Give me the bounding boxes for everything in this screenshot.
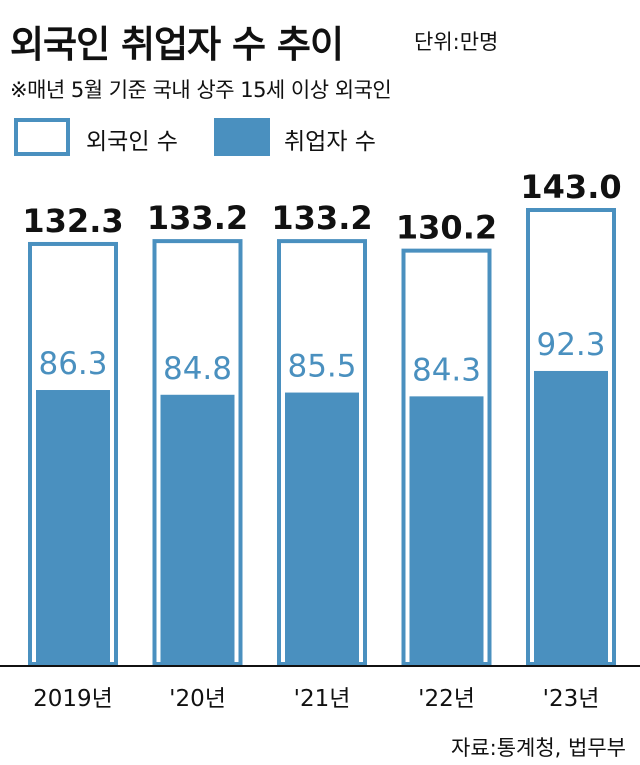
value-label-employed: 92.3 xyxy=(536,327,605,363)
value-label-foreigners: 133.2 xyxy=(147,199,248,237)
x-tick-label: '22년 xyxy=(418,686,475,712)
value-label-foreigners: 143.0 xyxy=(520,168,621,206)
x-tick-label: '23년 xyxy=(543,686,600,712)
bar-employed xyxy=(285,392,359,664)
value-label-employed: 86.3 xyxy=(38,346,107,382)
x-tick-label: '20년 xyxy=(169,686,226,712)
chart-title: 외국인 취업자 수 추이 xyxy=(10,23,344,66)
bar-employed xyxy=(36,390,110,664)
bar-employed xyxy=(160,394,235,664)
source-note: 자료:통계청, 법무부 xyxy=(451,736,626,760)
x-tick-label: 2019년 xyxy=(33,686,113,712)
x-tick-label: '21년 xyxy=(294,686,351,712)
value-label-foreigners: 132.3 xyxy=(22,202,123,240)
value-label-employed: 84.3 xyxy=(412,352,481,388)
legend-swatch-foreigners xyxy=(14,118,70,156)
chart-note: ※매년 5월 기준 국내 상주 15세 이상 외국인 xyxy=(10,78,392,102)
value-label-foreigners: 130.2 xyxy=(396,209,497,247)
value-label-foreigners: 133.2 xyxy=(271,199,372,237)
unit-label: 단위:만명 xyxy=(414,30,499,54)
bar-employed xyxy=(409,396,484,664)
bar-employed xyxy=(534,370,608,664)
legend-swatch-employed xyxy=(214,118,270,156)
value-label-employed: 85.5 xyxy=(287,349,356,385)
legend-label-foreigners: 외국인 수 xyxy=(86,129,178,155)
legend-label-employed: 취업자 수 xyxy=(284,129,376,155)
value-label-employed: 84.8 xyxy=(163,351,232,387)
